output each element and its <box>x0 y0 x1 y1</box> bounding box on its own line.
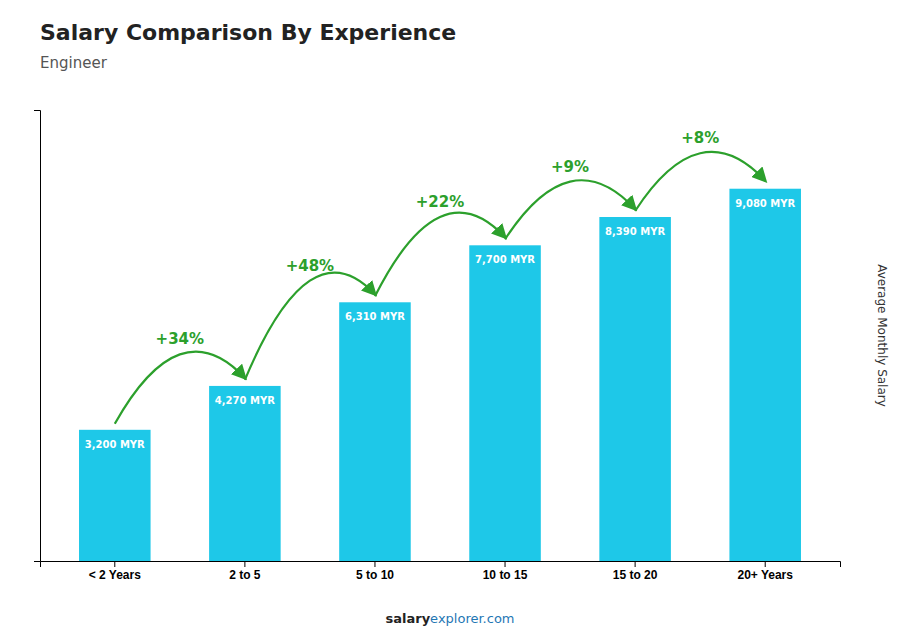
annotation: +8% <box>681 129 719 147</box>
x-tick-label: 2 to 5 <box>229 568 261 582</box>
bar <box>599 217 671 561</box>
bars <box>79 189 801 561</box>
y-axis-line <box>34 111 41 562</box>
x-tick: 20+ Years <box>737 561 793 582</box>
x-tick: 5 to 10 <box>356 561 394 582</box>
plot: < 2 Years 2 to 5 5 to 10 10 to 15 15 to 20 20… <box>34 111 841 582</box>
x-tick-mark <box>114 561 115 567</box>
x-tick: < 2 Years <box>89 561 141 582</box>
annotation: +34% <box>156 330 204 348</box>
x-tick-mark <box>374 561 375 567</box>
x-tick-label: 5 to 10 <box>356 568 394 582</box>
title: Salary Comparison By Experience <box>40 20 456 45</box>
footer-part: explorer.com <box>430 611 514 626</box>
footer-part: salary <box>385 611 430 626</box>
data-label: 3,200 MYR <box>85 439 145 450</box>
bar <box>729 189 801 561</box>
subtitle: Engineer <box>40 54 108 72</box>
y-axis <box>34 111 41 562</box>
annotation: +48% <box>286 257 334 275</box>
x-axis-line <box>41 562 841 568</box>
y-axis-title: Average Monthly Salary <box>875 264 889 407</box>
x-tick-mark <box>635 561 636 567</box>
x-tick: 15 to 20 <box>613 561 658 582</box>
data-label: 9,080 MYR <box>735 198 795 209</box>
annotations: +34% +48% +22% +9% +8% <box>115 129 765 424</box>
x-tick-label: 10 to 15 <box>483 568 528 582</box>
x-tick-mark <box>505 561 506 567</box>
arc-arrow <box>505 180 635 239</box>
data-label: 8,390 MYR <box>605 226 665 237</box>
data-label: 6,310 MYR <box>345 311 405 322</box>
x-axis: < 2 Years 2 to 5 5 to 10 10 to 15 15 to 20 20… <box>41 561 841 582</box>
bar <box>339 302 411 561</box>
footer: salaryexplorer.com <box>385 611 514 626</box>
arc-arrow <box>115 352 245 424</box>
x-tick-label: 20+ Years <box>737 568 793 582</box>
annotation: +22% <box>416 193 464 211</box>
bar <box>469 245 541 561</box>
x-tick-mark <box>765 561 766 567</box>
bar <box>79 430 151 561</box>
bar <box>209 386 281 561</box>
x-tick-label: < 2 Years <box>89 568 141 582</box>
arc-arrow <box>635 152 765 211</box>
chart: Salary Comparison By Experience Engineer <… <box>0 0 900 641</box>
x-tick-mark <box>244 561 245 567</box>
x-tick-label: 15 to 20 <box>613 568 658 582</box>
arc-arrow <box>245 273 375 380</box>
x-tick: 10 to 15 <box>483 561 528 582</box>
x-tick: 2 to 5 <box>229 561 261 582</box>
data-label: 4,270 MYR <box>215 395 275 406</box>
arc-arrow <box>375 213 505 297</box>
data-label: 7,700 MYR <box>475 254 535 265</box>
annotation: +9% <box>551 158 589 176</box>
data-labels: 3,200 MYR 4,270 MYR 6,310 MYR 7,700 MYR 8,39… <box>85 198 796 450</box>
